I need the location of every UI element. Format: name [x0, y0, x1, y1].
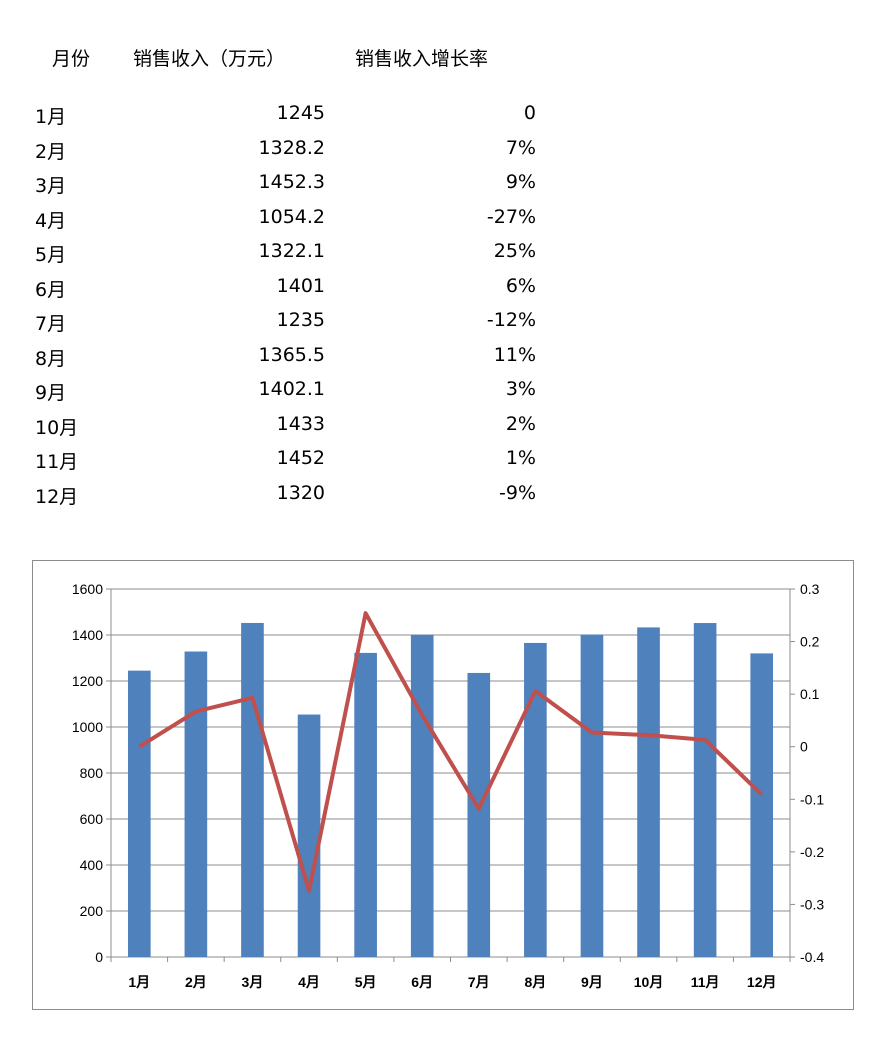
y2-tick-label: 0.3 — [800, 581, 820, 597]
y2-tick-label: -0.4 — [800, 949, 824, 965]
bar — [637, 627, 660, 957]
table-row: 3月 1452.3 9% — [0, 171, 600, 201]
month-cell: 8月 — [35, 347, 67, 370]
month-cell: 10月 — [35, 416, 79, 439]
x-tick-label: 12月 — [747, 974, 777, 990]
table-row: 1月 1245 0 — [0, 102, 600, 132]
y-tick-label: 0 — [95, 949, 103, 965]
y-tick-label: 1600 — [72, 581, 103, 597]
month-cell: 9月 — [35, 382, 67, 404]
revenue-cell: 1235 — [276, 309, 325, 331]
y2-tick-label: 0.1 — [800, 686, 820, 702]
y2-tick-label: -0.3 — [800, 896, 824, 912]
header-month: 月份 — [52, 48, 91, 70]
x-tick-label: 3月 — [242, 974, 264, 990]
bar — [241, 622, 264, 957]
growth-cell: -9% — [499, 481, 536, 504]
x-tick-label: 2月 — [185, 974, 207, 990]
revenue-cell: 1328.2 — [258, 136, 325, 159]
x-tick-label: 10月 — [634, 974, 664, 990]
y-tick-label: 1400 — [72, 627, 103, 643]
revenue-cell: 1320 — [276, 481, 325, 504]
revenue-cell: 1245 — [276, 102, 325, 124]
y-tick-label: 400 — [80, 857, 104, 873]
growth-cell: 0 — [523, 102, 536, 124]
month-cell: 2月 — [35, 140, 67, 163]
month-cell: 6月 — [35, 278, 67, 301]
growth-cell: 11% — [493, 343, 536, 366]
table-row: 10月 1433 2% — [0, 413, 600, 443]
bar — [354, 652, 377, 957]
growth-cell: 7% — [505, 136, 536, 159]
month-cell: 12月 — [35, 485, 79, 508]
month-cell: 4月 — [35, 209, 67, 232]
table-row: 5月 1322.1 25% — [0, 240, 600, 270]
bar — [750, 653, 774, 957]
revenue-cell: 1401 — [276, 274, 325, 297]
bar — [127, 670, 151, 957]
y2-tick-label: 0.2 — [800, 634, 820, 650]
table-row: 7月 1235 -12% — [0, 309, 600, 339]
bar — [410, 634, 434, 957]
revenue-cell: 1402.1 — [258, 378, 325, 400]
revenue-cell: 1365.5 — [258, 343, 325, 366]
growth-cell: 6% — [505, 274, 536, 297]
table-row: 6月 1401 6% — [0, 275, 600, 305]
month-cell: 1月 — [35, 106, 67, 128]
bar — [297, 714, 321, 957]
table-row: 2月 1328.2 7% — [0, 137, 600, 167]
month-cell: 11月 — [35, 451, 79, 473]
month-cell: 7月 — [35, 313, 67, 335]
bar — [524, 642, 547, 957]
revenue-cell: 1452.3 — [258, 171, 325, 193]
growth-cell: 9% — [505, 171, 536, 193]
y-tick-label: 800 — [80, 765, 104, 781]
x-tick-label: 11月 — [691, 974, 720, 990]
revenue-cell: 1452 — [276, 447, 325, 469]
header-growth: 销售收入增长率 — [355, 48, 489, 70]
growth-cell: -27% — [486, 205, 536, 228]
bar — [184, 651, 208, 957]
x-tick-label: 7月 — [468, 974, 490, 990]
table-row: 12月 1320 -9% — [0, 482, 600, 512]
y-tick-label: 1200 — [72, 673, 103, 689]
x-tick-label: 6月 — [411, 974, 433, 990]
y2-tick-label: -0.2 — [800, 844, 824, 860]
month-cell: 5月 — [35, 244, 67, 266]
revenue-cell: 1322.1 — [258, 240, 325, 262]
chart-svg: 0 200 400 600 800 1000 1200 1400 1600 -0.4 -0.3 -0.… — [72, 581, 824, 990]
x-tick-label: 9月 — [581, 974, 603, 990]
table-row: 4月 1054.2 -27% — [0, 206, 600, 236]
growth-cell: 1% — [505, 447, 536, 469]
x-tick-label: 4月 — [298, 974, 320, 990]
growth-cell: 25% — [493, 240, 536, 262]
y2-tick-label: 0 — [800, 739, 808, 755]
y2-tick-label: -0.1 — [800, 791, 824, 807]
table-row: 9月 1402.1 3% — [0, 378, 600, 408]
revenue-cell: 1054.2 — [258, 205, 325, 228]
table-row: 8月 1365.5 11% — [0, 344, 600, 374]
growth-cell: -12% — [486, 309, 536, 331]
bar — [580, 634, 604, 957]
bar — [467, 672, 491, 957]
x-tick-label: 1月 — [128, 974, 150, 990]
growth-cell: 2% — [505, 412, 536, 435]
bar — [693, 623, 717, 957]
month-cell: 3月 — [35, 175, 67, 197]
table-row: 11月 1452 1% — [0, 447, 600, 477]
header-revenue: 销售收入（万元） — [133, 48, 286, 70]
y-tick-label: 600 — [80, 811, 104, 827]
growth-line — [138, 611, 764, 893]
growth-cell: 3% — [505, 378, 536, 400]
y-tick-label: 1000 — [72, 719, 103, 735]
revenue-chart: 0 200 400 600 800 1000 1200 1400 1600 -0.4 -0.3 -0.… — [32, 560, 854, 1010]
y-tick-label: 200 — [80, 903, 104, 919]
x-tick-label: 5月 — [355, 974, 377, 990]
x-tick-label: 8月 — [524, 974, 546, 990]
revenue-cell: 1433 — [276, 412, 325, 435]
